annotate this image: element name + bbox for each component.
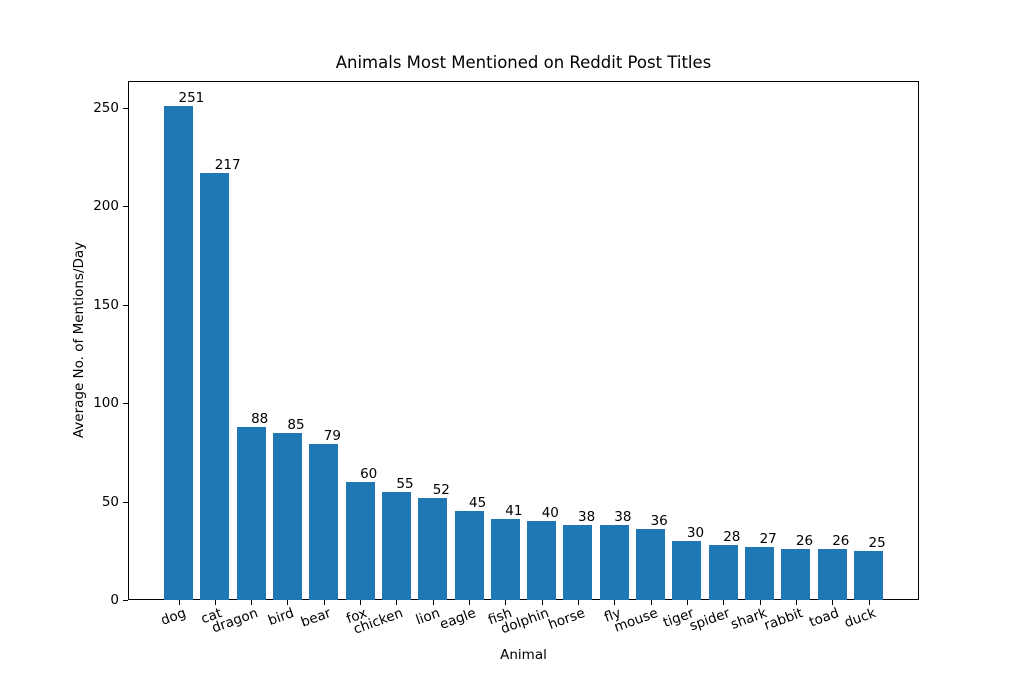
bar-fly [599,525,629,600]
bar-value-label: 52 [432,481,450,498]
x-tick-mark [432,600,434,605]
y-tick-mark [123,206,128,208]
y-tick-label: 150 [93,296,119,313]
y-tick-mark [123,107,128,109]
bar-bird [272,432,302,600]
x-tick-mark [287,600,289,605]
bar-bear [309,444,339,600]
x-tick-label-bear: bear [298,605,333,631]
bar-chicken [381,491,411,600]
bar-dragon [236,426,266,600]
y-tick-label: 250 [93,99,119,116]
x-tick-label-spider: spider [687,605,733,635]
x-tick-mark [505,600,507,605]
bar-value-label: 30 [686,524,705,541]
bar-value-label: 26 [832,532,850,549]
x-tick-label-eagle: eagle [437,605,479,633]
bar-value-label: 36 [650,513,668,530]
x-tick-label-toad: toad [807,605,842,631]
bar-rabbit [781,548,811,600]
bar-duck [854,550,884,600]
x-tick-mark [178,600,180,605]
chart-title: Animals Most Mentioned on Reddit Post Ti… [335,53,712,72]
bar-value-label: 38 [578,509,596,526]
bar-mouse [636,529,666,600]
bar-value-label: 88 [251,410,269,427]
x-tick-mark [650,600,652,605]
x-tick-mark [214,600,216,605]
x-tick-mark [360,600,362,605]
bar-value-label: 27 [759,530,777,547]
bar-dolphin [527,521,557,600]
bar-value-label: 40 [541,505,559,522]
y-tick-mark [123,501,128,503]
bar-value-label: 251 [178,89,205,106]
bar-value-label: 79 [323,428,341,445]
x-tick-mark [614,600,616,605]
bar-toad [817,548,847,600]
x-tick-mark [868,600,870,605]
bar-value-label: 60 [360,465,378,482]
x-tick-mark [723,600,725,605]
x-tick-label-rabbit: rabbit [761,605,806,634]
x-tick-mark [759,600,761,605]
bar-value-label: 85 [287,416,305,433]
bar-value-label: 28 [723,528,741,545]
x-axis-label: Animal [500,647,547,663]
y-tick-label: 100 [93,395,119,412]
y-tick-label: 50 [101,493,119,510]
bar-value-label: 26 [795,532,814,549]
bar-cat [200,172,230,600]
x-tick-mark [795,600,797,605]
x-tick-mark [469,600,470,605]
bar-eagle [454,511,484,600]
y-tick-mark [123,304,128,306]
bar-spider [708,544,738,600]
y-tick-label: 200 [93,198,119,215]
bar-value-label: 217 [214,156,241,173]
bar-value-label: 41 [505,503,523,520]
x-tick-mark [578,600,579,605]
x-tick-label-duck: duck [841,605,878,632]
x-tick-mark [396,600,398,605]
bar-shark [745,546,775,600]
bar-value-label: 45 [469,495,487,512]
bar-lion [418,497,448,600]
bar-fish [490,519,520,600]
x-tick-mark [832,600,834,605]
bar-tiger [672,540,702,600]
x-tick-mark [541,600,543,605]
y-tick-label: 0 [110,592,119,608]
x-tick-mark [686,600,688,605]
x-tick-label-dog: dog [158,605,188,629]
bar-fox [345,481,375,600]
bar-value-label: 25 [868,534,886,551]
bar-value-label: 55 [396,475,414,492]
x-tick-mark [251,600,253,605]
bar-dog [164,105,194,600]
x-tick-mark [323,600,325,605]
bar-value-label: 38 [614,509,632,526]
bar-horse [563,525,593,600]
y-tick-mark [123,403,128,405]
x-tick-label-horse: horse [546,605,588,633]
y-tick-mark [123,600,128,601]
x-tick-label-bird: bird [266,605,297,630]
